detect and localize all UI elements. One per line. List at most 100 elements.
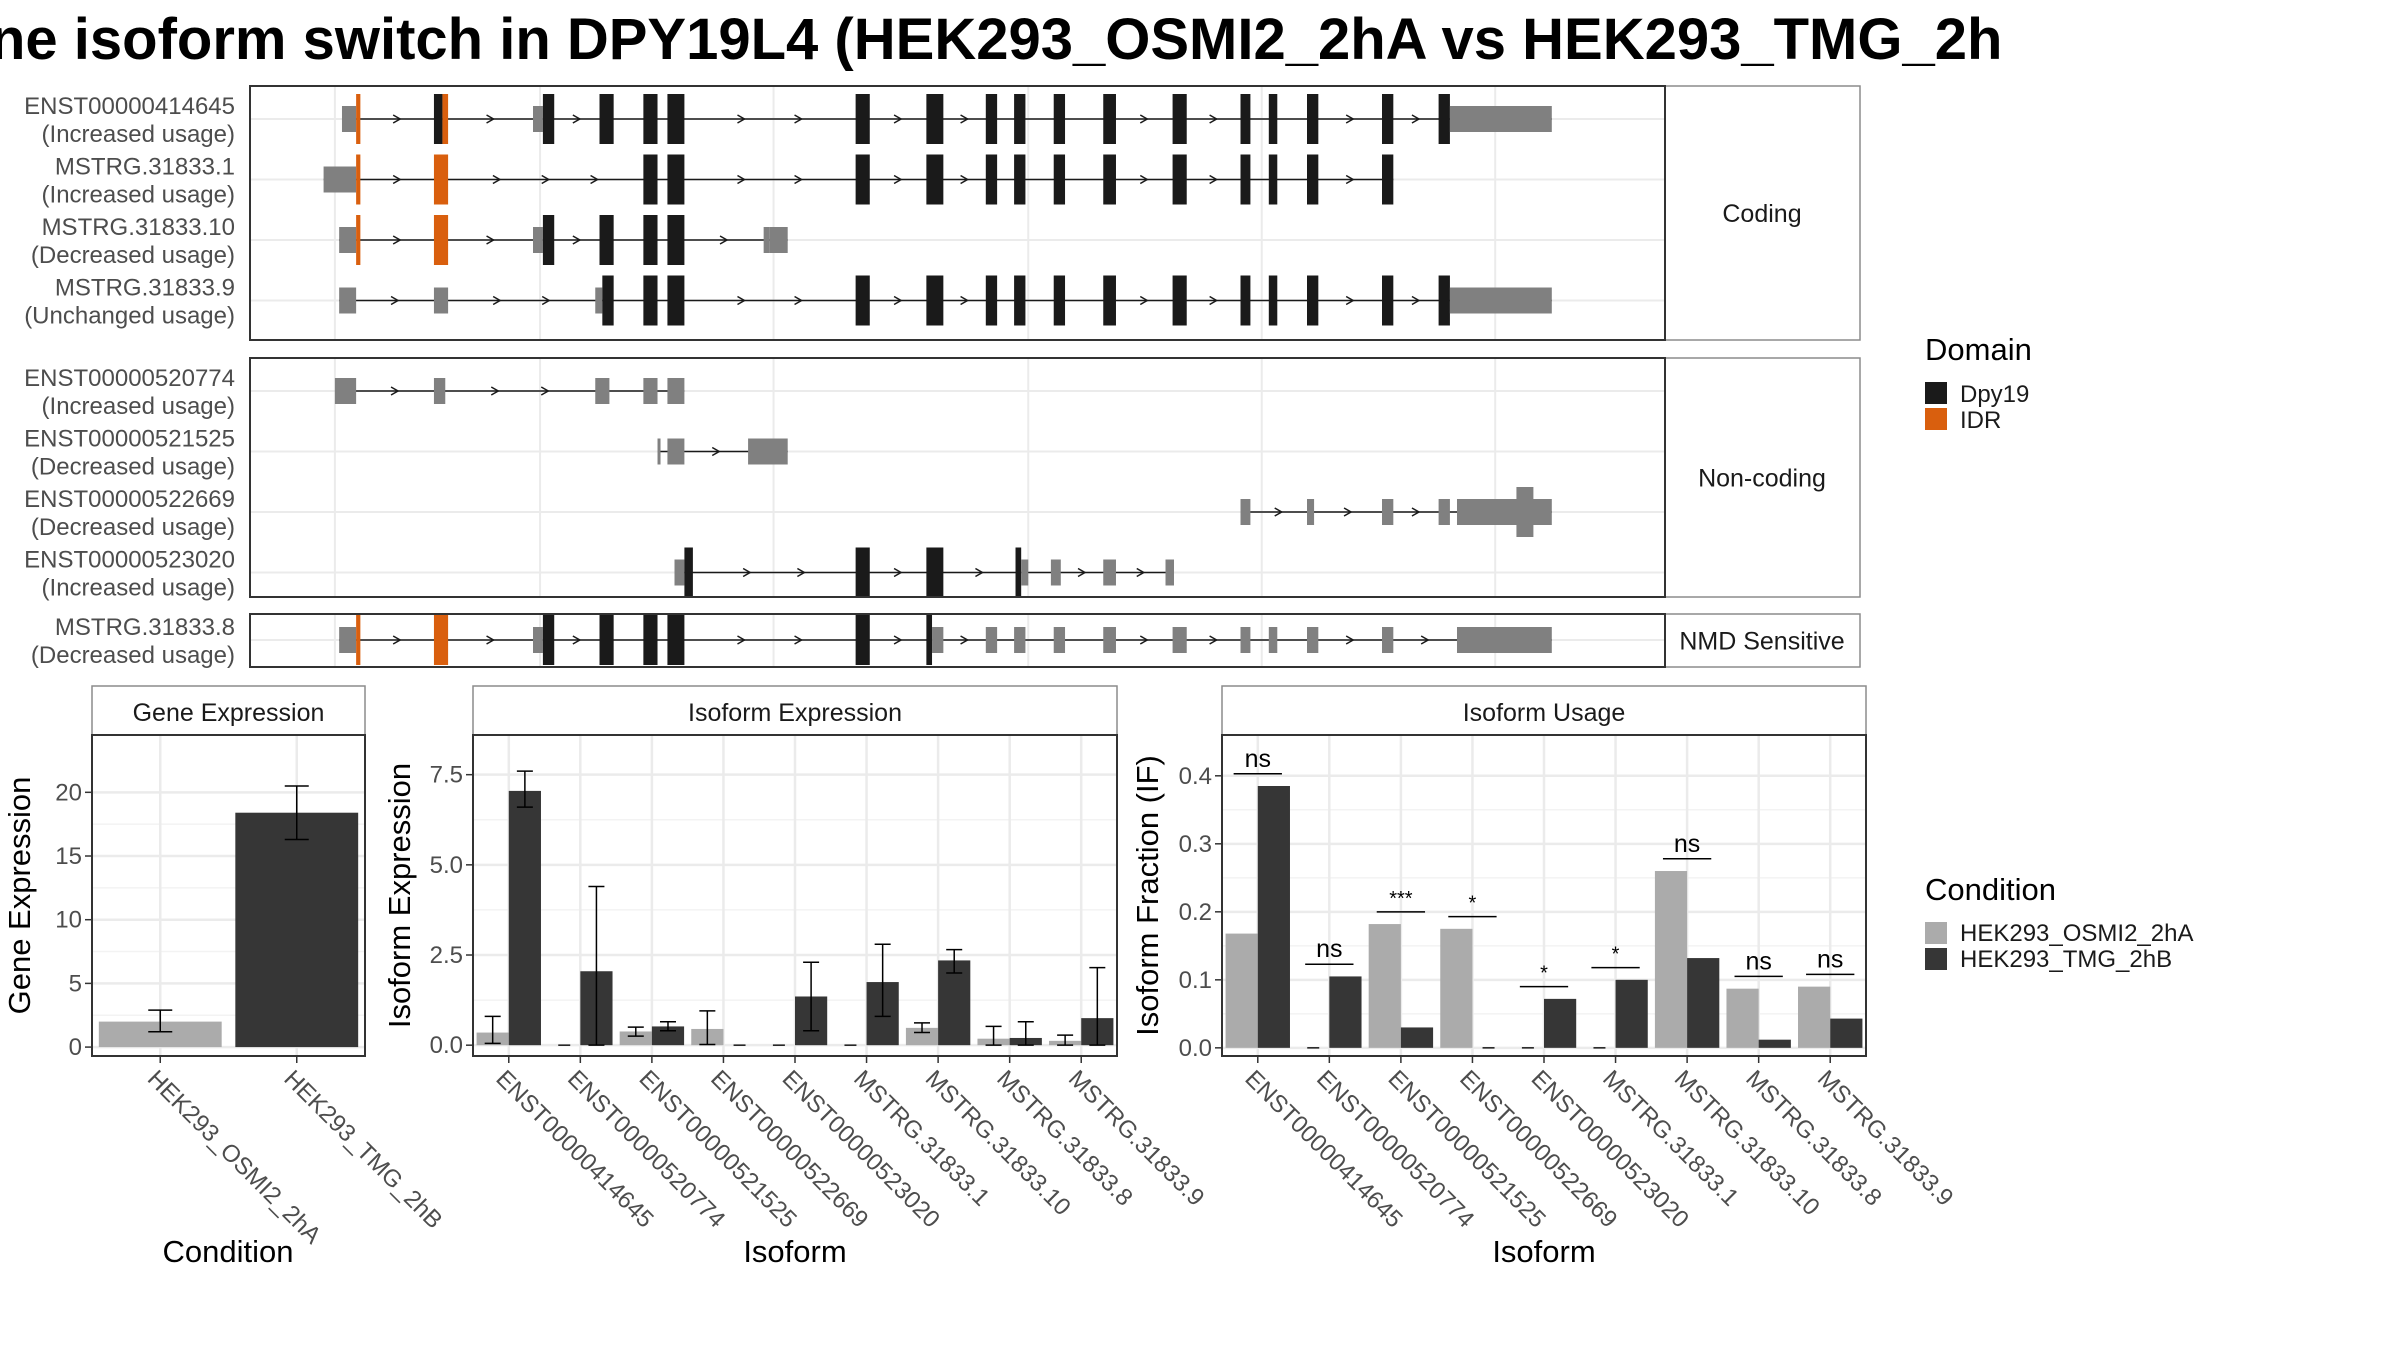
exon-block bbox=[339, 287, 357, 314]
exon-block bbox=[643, 615, 658, 665]
exon-block bbox=[667, 378, 685, 404]
y-tick-label: 0.4 bbox=[1179, 763, 1212, 790]
exon-block bbox=[985, 154, 998, 205]
condition-legend-title: Condition bbox=[1925, 872, 2056, 907]
exon-block bbox=[1172, 94, 1187, 144]
chart-bar bbox=[1368, 924, 1401, 1048]
exon-block bbox=[542, 94, 555, 144]
exon-block bbox=[533, 227, 543, 253]
exon-block bbox=[341, 106, 357, 132]
exon-block bbox=[855, 154, 870, 205]
exon-block bbox=[1382, 275, 1394, 326]
transcript-usage-label: (Decreased usage) bbox=[31, 242, 235, 269]
intron-arrow bbox=[960, 114, 970, 124]
exon-block bbox=[1449, 287, 1457, 314]
chart-strip-label: Gene Expression bbox=[133, 699, 325, 727]
y-tick-label: 2.5 bbox=[430, 942, 463, 969]
intron-arrow bbox=[893, 295, 903, 306]
intron-arrow bbox=[1345, 174, 1355, 185]
structure-panel-border bbox=[249, 85, 1666, 341]
condition-legend-key bbox=[1925, 948, 1947, 970]
domain-legend-title: Domain bbox=[1925, 332, 2032, 367]
main-title: ne isoform switch in DPY19L4 (HEK293_OSM… bbox=[0, 7, 2003, 72]
transcript-usage-label: (Increased usage) bbox=[42, 575, 235, 602]
exon-block bbox=[433, 287, 449, 314]
exon-block bbox=[684, 547, 693, 598]
exon-block bbox=[643, 215, 658, 265]
exon-block bbox=[855, 94, 870, 144]
exon-block bbox=[1165, 559, 1174, 586]
exon-block bbox=[1382, 94, 1394, 144]
y-tick-label: 0.1 bbox=[1179, 967, 1212, 994]
chart-bar bbox=[1257, 786, 1290, 1048]
exon-block bbox=[533, 627, 543, 653]
exon-block bbox=[1307, 275, 1319, 326]
intron-arrow bbox=[1274, 507, 1284, 517]
exon-block bbox=[1014, 627, 1026, 653]
domain-legend-key bbox=[1925, 408, 1947, 430]
intron-arrow bbox=[392, 174, 402, 185]
intron-arrow bbox=[794, 114, 804, 124]
chart-bar bbox=[1225, 933, 1258, 1048]
significance-label: ns bbox=[1316, 935, 1342, 963]
significance-label: * bbox=[1612, 944, 1620, 966]
exon-block bbox=[1014, 275, 1026, 326]
exon-block bbox=[985, 627, 998, 653]
intron-arrow bbox=[960, 174, 970, 185]
condition-legend-label: HEK293_OSMI2_2hA bbox=[1960, 920, 2193, 947]
domain-legend-label: Dpy19 bbox=[1960, 381, 2029, 408]
chart-bar bbox=[1726, 988, 1759, 1048]
exon-block bbox=[1456, 287, 1552, 314]
intron-arrow bbox=[1343, 507, 1353, 517]
exon-block bbox=[1240, 499, 1251, 525]
chart-bar bbox=[1758, 1039, 1791, 1048]
exon-block bbox=[1438, 499, 1450, 525]
intron-arrow bbox=[737, 635, 746, 645]
significance-label: *** bbox=[1389, 888, 1413, 910]
exon-block bbox=[763, 227, 770, 253]
transcript-usage-label: (Decreased usage) bbox=[31, 454, 235, 481]
y-tick-label: 0.0 bbox=[430, 1032, 463, 1059]
exon-block bbox=[595, 287, 603, 314]
chart-bar bbox=[938, 960, 971, 1046]
exon-block bbox=[1053, 275, 1066, 326]
chart-bar bbox=[1400, 1027, 1434, 1048]
exon-block bbox=[595, 378, 610, 404]
exon-block bbox=[985, 94, 998, 144]
exon-block bbox=[1307, 94, 1319, 144]
exon-block bbox=[334, 378, 357, 404]
significance-label: ns bbox=[1674, 830, 1700, 858]
exon-block bbox=[542, 215, 555, 265]
y-tick-label: 0 bbox=[69, 1034, 82, 1061]
chart-strip bbox=[1221, 685, 1867, 736]
chart-strip-label: Isoform Usage bbox=[1463, 699, 1626, 727]
y-tick-label: 7.5 bbox=[430, 762, 463, 789]
exon-block bbox=[1382, 499, 1394, 525]
intron-arrow bbox=[1209, 295, 1219, 306]
significance-label: ns bbox=[1817, 945, 1843, 973]
exon-block bbox=[1053, 627, 1066, 653]
chart-bar bbox=[905, 1027, 939, 1046]
exon-block bbox=[356, 94, 361, 144]
intron-arrow bbox=[1139, 174, 1149, 185]
exon-block bbox=[1268, 275, 1278, 326]
y-tick-label: 20 bbox=[55, 779, 82, 806]
y-tick-label: 0.2 bbox=[1179, 899, 1212, 926]
intron-arrow bbox=[541, 174, 551, 185]
chart-panel-border bbox=[91, 734, 366, 1057]
intron-arrow bbox=[492, 174, 502, 185]
exon-block bbox=[433, 378, 446, 404]
structure-strip bbox=[1664, 357, 1861, 598]
chart-bar bbox=[1654, 871, 1688, 1048]
exon-block bbox=[1172, 627, 1187, 653]
exon-block bbox=[985, 275, 998, 326]
exon-block bbox=[1268, 94, 1278, 144]
chart-bar bbox=[508, 790, 541, 1046]
y-axis-title: Isoform Expression bbox=[382, 763, 417, 1028]
structure-panel-border bbox=[249, 357, 1666, 598]
intron-arrow bbox=[392, 235, 402, 245]
exon-block bbox=[1240, 627, 1251, 653]
transcript-usage-label: (Increased usage) bbox=[42, 393, 235, 420]
intron-arrow bbox=[572, 635, 582, 645]
